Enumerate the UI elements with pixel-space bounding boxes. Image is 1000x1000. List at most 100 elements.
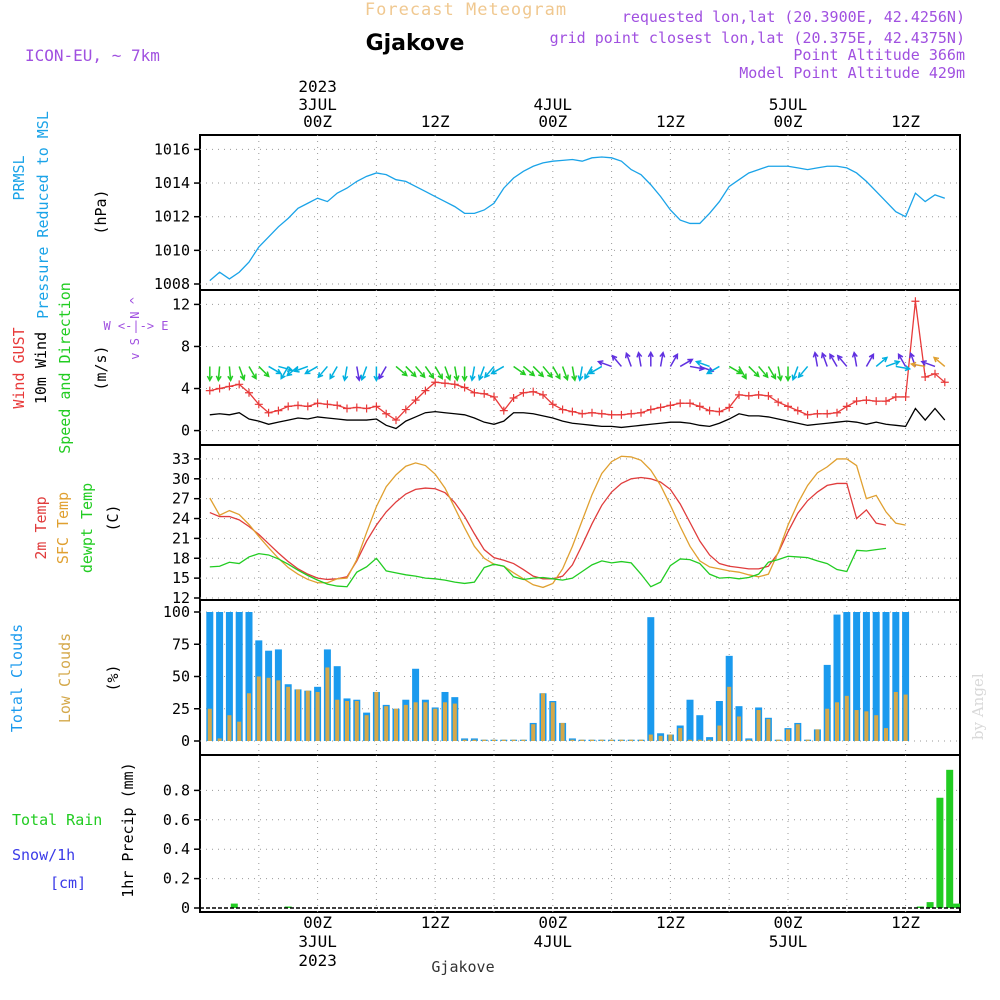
gust-marker bbox=[637, 408, 645, 417]
low-clouds-bar bbox=[501, 739, 506, 741]
low-clouds-bar bbox=[345, 701, 349, 741]
clouds-unit: (%) bbox=[104, 664, 122, 691]
gust-marker bbox=[558, 405, 567, 414]
low-clouds-bar bbox=[580, 739, 585, 741]
top-time-label: 12Z bbox=[421, 112, 450, 131]
rain-bar bbox=[284, 906, 292, 908]
clouds-ytick-label: 75 bbox=[172, 635, 190, 653]
pressure-series-line bbox=[209, 156, 946, 282]
clouds-ytick-label: 100 bbox=[163, 603, 190, 621]
panel-side-labels: PRMSL Pressure Reduced to MSL (hPa) Wind GU… bbox=[8, 111, 169, 898]
wind-direction-arrow bbox=[588, 365, 603, 375]
bottom-time-label: 00Z bbox=[774, 913, 803, 932]
temp-label: 2m Temp bbox=[32, 496, 50, 559]
wind-direction-arrow bbox=[355, 366, 362, 382]
temp-unit: (C) bbox=[104, 504, 122, 531]
point-altitude: Point Altitude 366m bbox=[793, 46, 965, 64]
wind-direction-arrow bbox=[453, 366, 460, 382]
low-clouds-bar bbox=[805, 739, 810, 741]
gust-marker bbox=[891, 392, 900, 401]
total-clouds-bar bbox=[902, 612, 910, 741]
gust-marker bbox=[294, 401, 302, 410]
total-clouds-bar bbox=[853, 612, 861, 741]
pressure-ytick-label: 1012 bbox=[154, 208, 190, 226]
wind-ytick-label: 12 bbox=[172, 295, 190, 313]
wind-direction-arrow bbox=[669, 352, 679, 367]
gust-marker bbox=[284, 402, 293, 411]
gust-marker bbox=[441, 379, 449, 388]
low-clouds-bar bbox=[815, 729, 820, 741]
gust-marker bbox=[656, 403, 665, 412]
gust-marker bbox=[313, 399, 322, 408]
pressure-frame bbox=[199, 134, 961, 291]
precip-unit: 1hr Precip (mm) bbox=[119, 762, 137, 897]
gust-marker bbox=[597, 409, 606, 418]
wind-ytick-label: 0 bbox=[181, 422, 190, 440]
gust-marker bbox=[862, 396, 871, 405]
low-clouds-bar bbox=[629, 739, 634, 741]
precip-ytick-label: 0 bbox=[181, 899, 190, 917]
wind-direction-arrow bbox=[728, 365, 743, 375]
low-clouds-bar bbox=[786, 729, 790, 741]
low-clouds-bar bbox=[207, 708, 212, 741]
gust-marker bbox=[705, 406, 714, 415]
low-clouds-bar bbox=[717, 725, 722, 741]
wind-direction-arrow bbox=[836, 354, 848, 367]
wind-direction-arrow bbox=[483, 365, 495, 379]
low-clouds-bar bbox=[286, 686, 291, 741]
gust-marker bbox=[460, 383, 469, 392]
low-clouds-bar bbox=[658, 735, 663, 741]
low-clouds-bar bbox=[247, 693, 251, 741]
wind-direction-arrow bbox=[865, 352, 875, 367]
low-clouds-bar bbox=[403, 704, 408, 741]
gust-marker bbox=[784, 402, 792, 411]
wind-direction-arrow bbox=[647, 350, 654, 367]
gust-marker bbox=[392, 416, 400, 425]
low-clouds-bar bbox=[825, 708, 830, 741]
wind-direction-arrow bbox=[596, 360, 612, 368]
total-clouds-bar bbox=[225, 612, 233, 741]
total-clouds-bar bbox=[696, 715, 704, 741]
gust-marker bbox=[931, 369, 939, 378]
pressure-unit: (hPa) bbox=[92, 189, 110, 234]
wind-direction-arrow bbox=[329, 366, 338, 380]
low-clouds-bar bbox=[697, 739, 702, 741]
gust-marker bbox=[205, 386, 214, 395]
bottom-time-label: 12Z bbox=[656, 913, 685, 932]
low-clouds-bar bbox=[325, 667, 330, 741]
wind-direction-arrow bbox=[705, 365, 720, 375]
bottom-time-label: 00Z bbox=[303, 913, 332, 932]
gust-marker bbox=[529, 387, 538, 396]
pressure-ytick-label: 1016 bbox=[154, 140, 190, 158]
temperature-ytick-label: 21 bbox=[172, 529, 190, 547]
wind-direction-arrow bbox=[611, 354, 622, 367]
wind-direction-arrow bbox=[767, 366, 777, 380]
temperature-ytick-label: 27 bbox=[172, 490, 190, 508]
wind-series-wind-gust bbox=[209, 301, 946, 421]
wind-direction-arrow bbox=[748, 365, 760, 378]
total-clouds-bar bbox=[461, 738, 469, 741]
total-clouds-bar bbox=[872, 612, 880, 741]
total-clouds-bar bbox=[892, 612, 900, 741]
gust-marker bbox=[254, 400, 263, 409]
low-clouds-bar bbox=[237, 721, 242, 741]
total-clouds-bar bbox=[647, 617, 655, 741]
gust-marker bbox=[539, 390, 547, 399]
bottom-time-label: 12Z bbox=[891, 913, 920, 932]
top-day-label: 4JUL bbox=[534, 95, 573, 114]
gust-marker bbox=[431, 378, 440, 387]
gust-marker bbox=[509, 393, 518, 402]
total-clouds-bar bbox=[745, 738, 753, 741]
top-time-label: 12Z bbox=[656, 112, 685, 131]
total-clouds-bar bbox=[843, 612, 851, 741]
total-clouds-bar bbox=[823, 664, 831, 741]
wind-direction-arrow bbox=[784, 366, 792, 383]
low-clouds-bar bbox=[364, 715, 369, 741]
wind-direction-arrow bbox=[820, 351, 828, 367]
low-clouds-bar bbox=[560, 722, 565, 741]
wind-direction-arrow bbox=[532, 365, 545, 378]
requested-coords: requested lon,lat (20.3900E, 42.4256N) bbox=[622, 8, 965, 26]
gust-marker bbox=[695, 402, 704, 411]
gust-marker bbox=[235, 380, 244, 389]
wind-gust-label: Wind GUST bbox=[10, 327, 28, 408]
